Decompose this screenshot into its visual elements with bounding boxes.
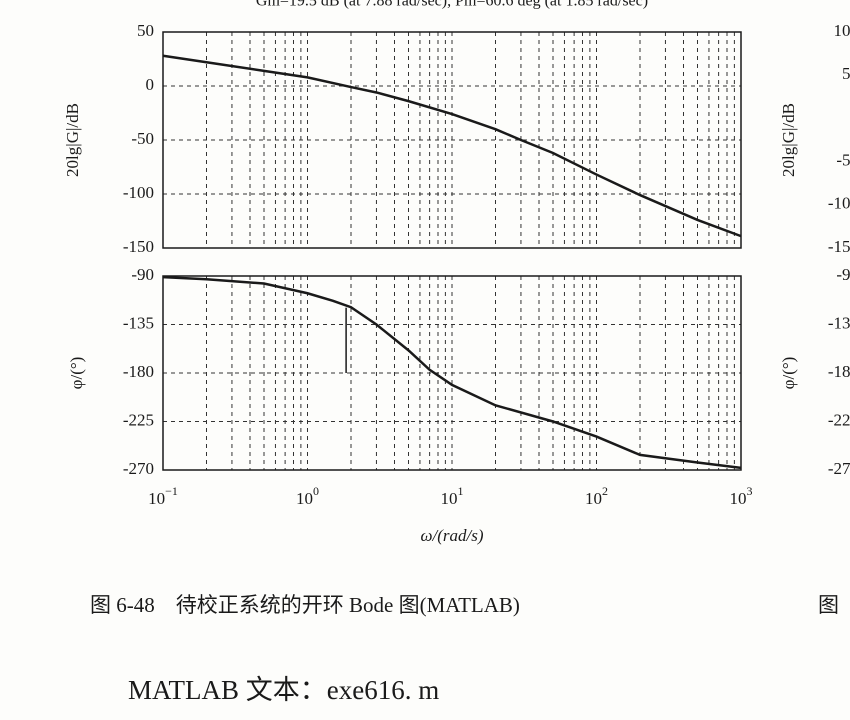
y-tick-label: -150 [828,237,850,256]
y-tick-label: 50 [137,21,154,40]
y-tick-label: -270 [123,459,154,478]
y-axis-label: φ/(°) [779,357,798,390]
y-axis-label: φ/(°) [67,357,86,390]
x-tick-exponent: −1 [165,484,178,498]
x-tick-exponent: 3 [747,484,753,498]
plot-frame [162,31,742,249]
response-line [162,275,742,470]
y-tick-label: -100 [828,194,850,213]
response-line [162,54,742,238]
y-axis-label: 20lg|G|/dB [63,103,82,177]
y-tick-label: -135 [123,313,154,332]
x-tick-label: 102 [585,484,608,508]
x-tick-base: 10 [148,489,165,508]
y-tick-label: -225 [828,410,850,429]
x-tick-exponent: 0 [313,484,319,498]
x-tick-label: 101 [441,484,464,508]
x-tick-label: 103 [730,484,753,508]
y-tick-label: 50 [842,64,850,83]
figure-caption: 图 6-48 待校正系统的开环 Bode 图(MATLAB) [90,593,520,617]
y-tick-label: -180 [828,362,850,381]
y-tick-label: -150 [123,237,154,256]
x-tick-exponent: 1 [458,484,464,498]
x-tick-label: 100 [296,484,319,508]
x-tick-base: 10 [585,489,602,508]
figure-caption: 图 [818,593,839,617]
y-tick-label: -90 [131,265,154,284]
plot-frame [162,275,742,471]
code-file-line: MATLAB 文本：exe616. m [128,675,439,705]
y-tick-label: -225 [123,410,154,429]
x-tick-base: 10 [296,489,313,508]
y-tick-label: -100 [123,183,154,202]
x-tick-base: 10 [730,489,747,508]
x-axis-label: ω/(rad/s) [420,526,483,545]
y-tick-label: -270 [828,459,850,478]
y-tick-label: -135 [828,313,850,332]
x-tick-label: 10−1 [148,484,178,508]
y-tick-label: 0 [146,75,155,94]
y-tick-label: -180 [123,362,154,381]
y-tick-label: -90 [836,265,850,284]
chart-title: Gm=19.5 dB (at 7.88 rad/sec), Pm=60.6 de… [256,0,648,10]
y-tick-label: 100 [834,21,850,40]
x-tick-base: 10 [441,489,458,508]
y-axis-label: 20lg|G|/dB [779,103,798,177]
y-tick-label: -50 [836,151,850,170]
y-tick-label: -50 [131,129,154,148]
x-tick-exponent: 2 [602,484,608,498]
